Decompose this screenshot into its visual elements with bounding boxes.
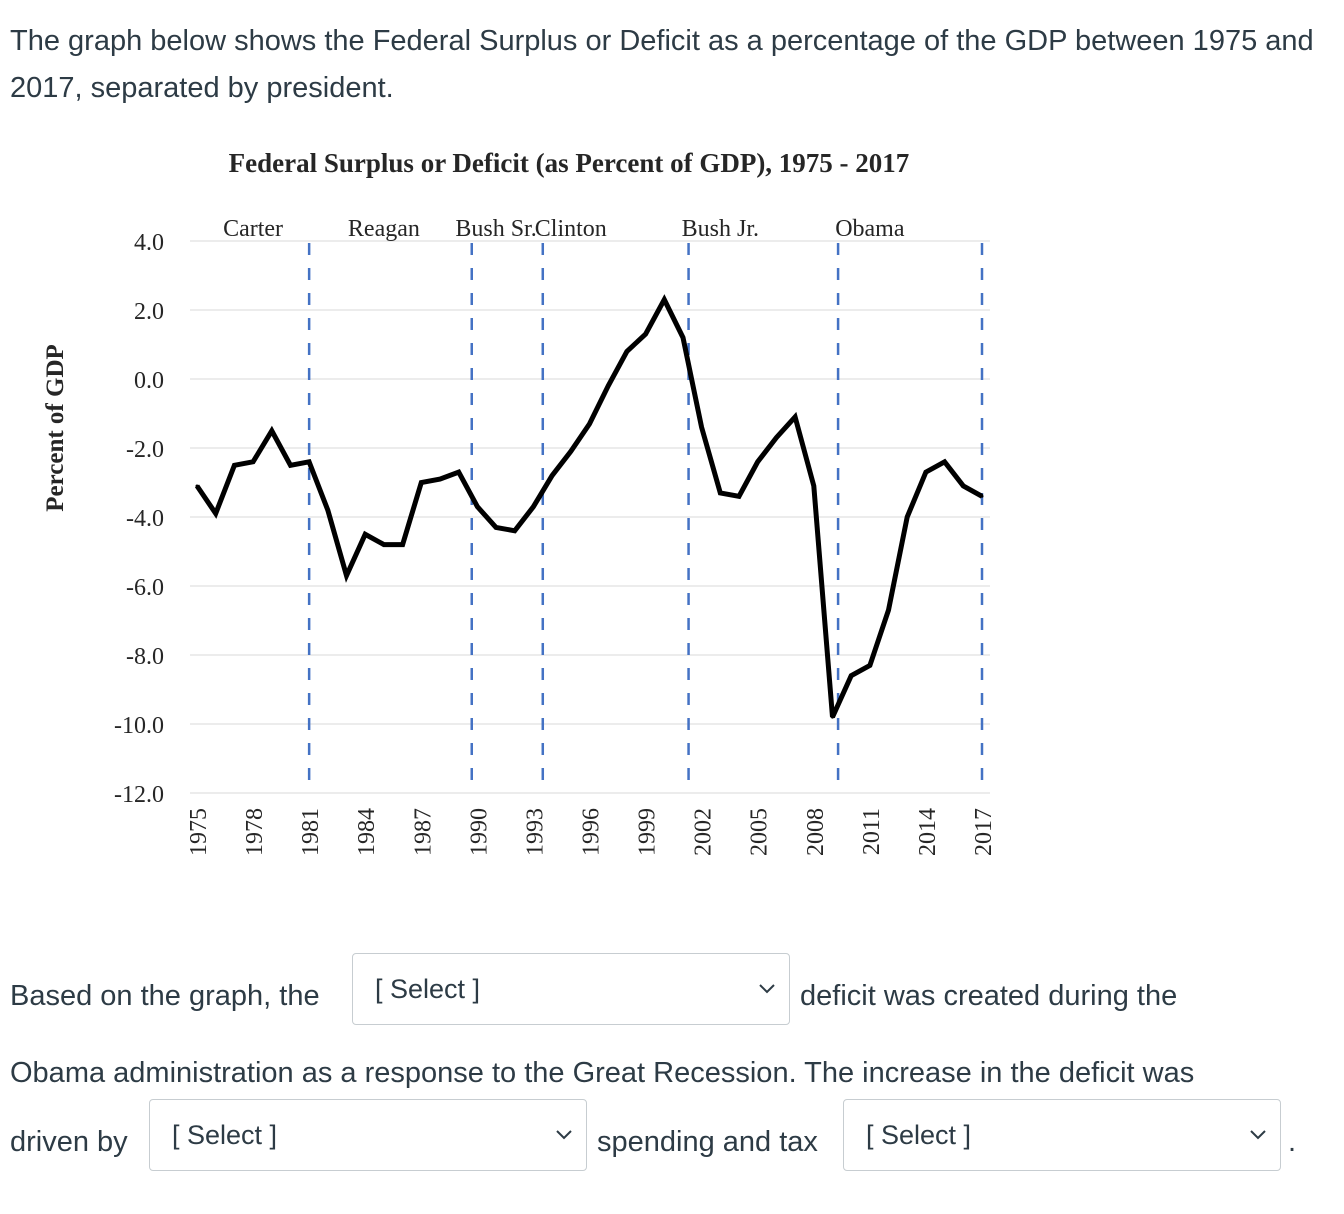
- data-point: [345, 574, 349, 578]
- data-point: [980, 494, 984, 498]
- x-tick-label: 2011: [859, 808, 885, 855]
- spending-change-select-value: [ Select ]: [172, 1120, 278, 1150]
- tax-change-select[interactable]: [ Select ]: [843, 1099, 1281, 1171]
- x-tick-label: 1978: [242, 808, 268, 856]
- intro-text: The graph below shows the Federal Surplu…: [10, 25, 1314, 104]
- data-point: [905, 515, 909, 519]
- question-text-4: driven by: [10, 1126, 128, 1158]
- y-tick-label: -8.0: [126, 644, 164, 670]
- y-tick-label: -10.0: [114, 713, 164, 739]
- x-tick-label: 2002: [691, 808, 717, 856]
- data-point: [662, 298, 666, 302]
- chevron-down-icon: [1250, 1130, 1266, 1140]
- y-tick-label: -4.0: [126, 506, 164, 532]
- president-label: Obama: [835, 216, 905, 242]
- x-tick-label: 1987: [410, 808, 436, 856]
- data-point: [401, 543, 405, 547]
- data-point: [531, 505, 535, 509]
- question-text-2: deficit was created during the: [800, 980, 1178, 1012]
- y-tick-label: 2.0: [134, 299, 164, 325]
- tax-change-select-value: [ Select ]: [866, 1120, 972, 1150]
- x-tick-labels: 1975 1978 1981 1984 1987 1990 1993 1996 1999 2002…: [186, 808, 997, 856]
- data-point: [288, 463, 292, 467]
- series-group: [194, 294, 984, 719]
- y-tick-label: -12.0: [114, 782, 164, 808]
- y-tick-label: -2.0: [126, 437, 164, 463]
- x-tick-label: 1984: [354, 808, 380, 856]
- president-label: Carter: [223, 216, 283, 242]
- president-label: Bush Jr.: [682, 216, 759, 242]
- data-point: [251, 460, 255, 464]
- x-tick-label: 1996: [579, 808, 605, 856]
- data-point: [307, 460, 311, 464]
- question-text-3: Obama administration as a response to th…: [10, 1057, 1195, 1089]
- data-point: [681, 336, 685, 340]
- x-tick-label: 2005: [747, 808, 773, 856]
- data-point: [494, 525, 498, 529]
- x-tick-label: 1975: [186, 808, 212, 856]
- data-point: [270, 429, 274, 433]
- data-point: [232, 463, 236, 467]
- question-text-6: .: [1288, 1126, 1297, 1158]
- chevron-down-icon: [556, 1130, 572, 1140]
- data-point: [550, 474, 554, 478]
- data-point: [214, 512, 218, 516]
- spending-change-select[interactable]: [ Select ]: [149, 1099, 587, 1171]
- question-text-5: spending and tax: [597, 1126, 818, 1158]
- data-point: [569, 449, 573, 453]
- data-point: [606, 384, 610, 388]
- data-point: [924, 470, 928, 474]
- data-point: [644, 332, 648, 336]
- president-label: Reagan: [348, 216, 420, 242]
- x-tick-label: 1993: [522, 808, 548, 856]
- chart-title: Federal Surplus or Deficit (as Percent o…: [229, 148, 910, 178]
- president-labels: Carter Reagan Bush Sr.Clinton Bush Jr. Obama: [223, 216, 905, 242]
- x-tick-label: 2014: [915, 808, 941, 856]
- data-point: [887, 608, 891, 612]
- data-point: [718, 491, 722, 495]
- data-point: [326, 508, 330, 512]
- y-axis-label: Percent of GDP: [42, 344, 69, 512]
- data-point: [382, 543, 386, 547]
- data-point: [849, 674, 853, 678]
- data-point: [438, 477, 442, 481]
- data-point: [756, 460, 760, 464]
- x-tick-label: 2017: [971, 808, 997, 856]
- y-tick-label: 0.0: [134, 368, 164, 394]
- deficit-type-select[interactable]: [ Select ]: [352, 953, 790, 1025]
- data-point: [419, 481, 423, 484]
- deficit-type-select-value: [ Select ]: [375, 974, 481, 1004]
- data-point: [475, 505, 479, 509]
- x-tick-label: 1981: [298, 808, 324, 856]
- data-point: [830, 715, 834, 719]
- data-point: [961, 484, 965, 488]
- x-tick-label: 2008: [803, 808, 829, 856]
- data-point: [588, 422, 591, 426]
- president-label: Bush Sr.: [455, 216, 536, 242]
- president-label: Clinton: [535, 216, 607, 242]
- data-point: [195, 484, 199, 488]
- y-tick-labels: 4.0 2.0 0.0 -2.0 -4.0 -6.0 -8.0 -10.0 -12.0: [114, 230, 164, 808]
- data-point: [457, 470, 461, 474]
- x-tick-label: 1999: [635, 808, 661, 856]
- data-point: [737, 494, 741, 498]
- question-text-1: Based on the graph, the: [10, 980, 320, 1012]
- y-tick-label: 4.0: [134, 230, 164, 256]
- data-point: [868, 663, 872, 667]
- y-tick-label: -6.0: [126, 575, 164, 601]
- x-tick-label: 1990: [466, 808, 492, 856]
- deficit-line-chart: Federal Surplus or Deficit (as Percent o…: [42, 148, 997, 856]
- data-point: [363, 532, 367, 536]
- gridlines: [190, 240, 990, 794]
- data-point: [513, 529, 517, 533]
- data-point: [943, 460, 947, 464]
- data-point: [812, 484, 816, 488]
- chevron-down-icon: [759, 984, 775, 994]
- data-point: [625, 349, 629, 353]
- data-point: [793, 415, 797, 419]
- data-point: [774, 436, 778, 440]
- data-point: [700, 425, 704, 429]
